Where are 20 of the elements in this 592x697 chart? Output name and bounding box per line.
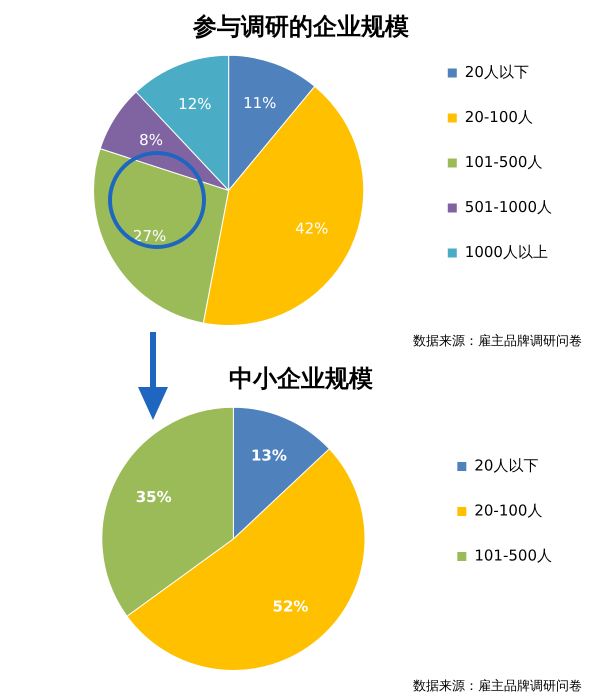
data-label: 27% — [132, 227, 166, 246]
legend-label: 20-100人 — [464, 108, 533, 126]
legend-label: 20人以下 — [464, 62, 529, 81]
source-note: 数据来源：雇主品牌调研问卷 — [413, 332, 582, 349]
legend-label: 501-1000人 — [464, 198, 552, 216]
data-label: 13% — [251, 446, 287, 465]
legend-label: 20-100人 — [474, 501, 542, 520]
data-label: 11% — [243, 94, 276, 112]
chart-title: 中小企业规模 — [229, 364, 373, 393]
data-label: 35% — [136, 488, 172, 506]
data-label: 12% — [178, 94, 212, 113]
data-label: 52% — [272, 598, 308, 616]
chart-title: 参与调研的企业规模 — [192, 12, 409, 41]
legend-label: 101-500人 — [464, 152, 542, 171]
source-note: 数据来源：雇主品牌调研问卷 — [413, 678, 582, 694]
data-label: 42% — [295, 219, 328, 238]
data-label: 8% — [139, 131, 163, 150]
legend-label: 101-500人 — [474, 546, 552, 564]
legend-label: 1000人以上 — [464, 242, 548, 261]
legend-label: 20人以下 — [474, 456, 538, 474]
